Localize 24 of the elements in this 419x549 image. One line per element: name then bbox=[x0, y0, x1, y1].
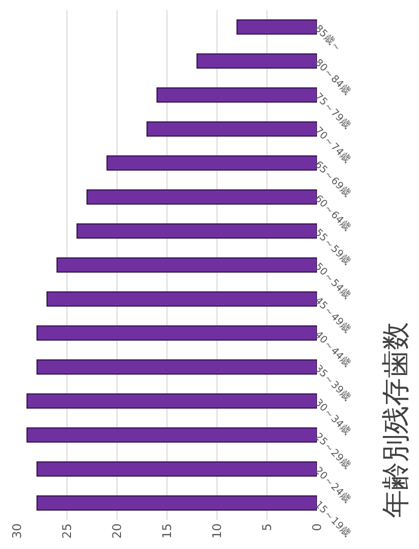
bar bbox=[26, 427, 317, 443]
x-tick-label: 25 bbox=[60, 523, 74, 539]
bar bbox=[156, 87, 317, 103]
x-tick-label: 15 bbox=[160, 523, 174, 539]
bar bbox=[56, 257, 317, 273]
y-tick-label: 85歳～ bbox=[312, 22, 344, 54]
x-tick-label: 0 bbox=[310, 523, 324, 532]
bar bbox=[46, 291, 317, 307]
bar bbox=[36, 495, 317, 511]
x-tick-label: 20 bbox=[110, 523, 124, 539]
bar bbox=[76, 223, 317, 239]
x-tick-label: 30 bbox=[10, 523, 24, 539]
bar bbox=[26, 393, 317, 409]
bar bbox=[36, 461, 317, 477]
bar bbox=[36, 325, 317, 341]
x-tick-label: 5 bbox=[260, 523, 274, 532]
bar bbox=[106, 155, 317, 171]
bar bbox=[236, 19, 317, 35]
bar bbox=[86, 189, 317, 205]
bar bbox=[36, 359, 317, 375]
x-tick-label: 10 bbox=[210, 523, 224, 539]
bar bbox=[146, 121, 317, 137]
bar bbox=[196, 53, 317, 69]
text: 年齢別残存歯数 bbox=[379, 322, 412, 518]
